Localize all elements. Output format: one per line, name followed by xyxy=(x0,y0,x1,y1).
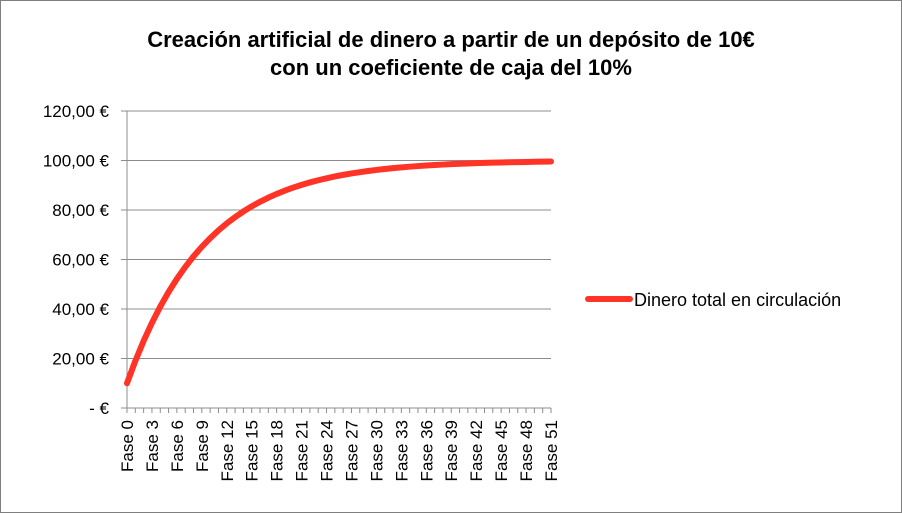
y-tick-label: 100,00 € xyxy=(43,152,110,171)
x-tick-label: Fase 0 xyxy=(118,420,137,472)
gridlines xyxy=(127,110,551,359)
x-tick-label: Fase 51 xyxy=(542,420,561,481)
series-line xyxy=(124,158,554,387)
x-tick-label: Fase 45 xyxy=(492,420,511,481)
x-tick-label: Fase 12 xyxy=(218,420,237,481)
x-tick-label: Fase 42 xyxy=(467,420,486,481)
y-tick-label: 120,00 € xyxy=(43,102,110,121)
series-lines xyxy=(124,158,554,387)
x-tick-label: Fase 39 xyxy=(442,420,461,481)
y-tick-label: 60,00 € xyxy=(52,251,109,270)
chart-title-line-2: con un coeficiente de caja del 10% xyxy=(270,55,632,80)
x-tick-labels: Fase 0 Fase 3 Fase 6 Fase 9 Fase 12 Fase 15 Fa… xyxy=(118,420,561,481)
x-tick-label: Fase 18 xyxy=(268,420,287,481)
chart-title: Creación artificial de dinero a partir d… xyxy=(0,26,902,82)
axes xyxy=(121,110,552,413)
y-tick-labels: - € 20,00 € 40,00 € 60,00 € 80,00 € 100,00 € 1… xyxy=(43,102,110,418)
x-tick-label: Fase 6 xyxy=(168,420,187,472)
x-tick-label: Fase 9 xyxy=(193,420,212,472)
y-tick-label: 80,00 € xyxy=(52,201,109,220)
y-tick-label: - € xyxy=(89,399,109,418)
x-tick-label: Fase 33 xyxy=(392,420,411,481)
y-tick-label: 40,00 € xyxy=(52,300,109,319)
x-tick-label: Fase 21 xyxy=(293,420,312,481)
x-tick-label: Fase 15 xyxy=(243,420,262,481)
x-tick-label: Fase 36 xyxy=(417,420,436,481)
chart-title-line-1: Creación artificial de dinero a partir d… xyxy=(147,27,755,52)
x-tick-label: Fase 24 xyxy=(318,420,337,481)
legend: Dinero total en circulación xyxy=(585,290,841,310)
x-tick-label: Fase 3 xyxy=(143,420,162,472)
x-tick-label: Fase 30 xyxy=(367,420,386,481)
y-tick-label: 20,00 € xyxy=(52,350,109,369)
legend-label: Dinero total en circulación xyxy=(634,290,841,310)
x-tick-label: Fase 27 xyxy=(342,420,361,481)
x-tick-label: Fase 48 xyxy=(517,420,536,481)
